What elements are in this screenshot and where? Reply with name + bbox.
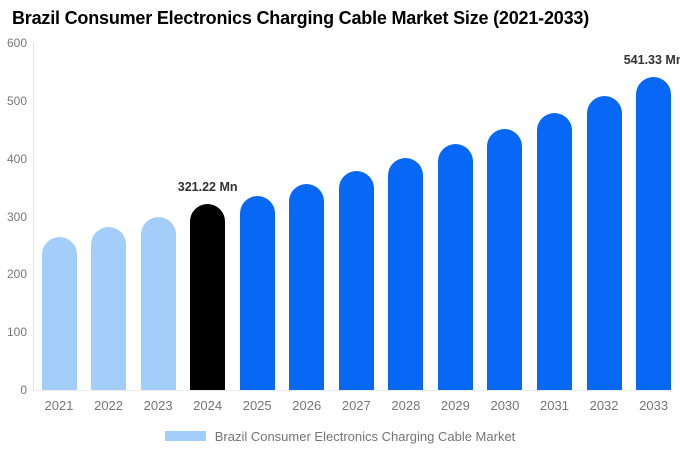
x-tick-2031: 2031 bbox=[540, 398, 569, 413]
bar-2025 bbox=[239, 195, 275, 390]
bar-2032 bbox=[586, 96, 622, 390]
bar-2022 bbox=[91, 226, 127, 390]
legend: Brazil Consumer Electronics Charging Cab… bbox=[0, 428, 680, 444]
y-tick-100: 100 bbox=[6, 325, 27, 340]
value-label-2024: 321.22 Mn bbox=[177, 180, 238, 195]
x-tick-2025: 2025 bbox=[242, 398, 272, 413]
x-tick-2023: 2023 bbox=[143, 398, 173, 413]
bar-2024 bbox=[190, 204, 226, 390]
x-tick-2029: 2029 bbox=[440, 398, 470, 413]
bar-2031 bbox=[537, 112, 572, 390]
x-axis-line bbox=[33, 390, 672, 391]
x-tick-2032: 2032 bbox=[589, 398, 619, 413]
bar-2029 bbox=[437, 143, 473, 390]
chart-title: Brazil Consumer Electronics Charging Cab… bbox=[12, 8, 590, 28]
y-axis-line bbox=[33, 42, 34, 390]
x-tick-2024: 2024 bbox=[193, 398, 223, 413]
x-tick-2022: 2022 bbox=[94, 398, 124, 413]
y-tick-200: 200 bbox=[6, 267, 27, 282]
y-tick-600: 600 bbox=[6, 36, 27, 50]
bar-2023 bbox=[140, 216, 176, 390]
y-tick-300: 300 bbox=[6, 209, 27, 224]
x-tick-2028: 2028 bbox=[391, 398, 421, 413]
legend-swatch bbox=[164, 431, 206, 441]
y-tick-400: 400 bbox=[6, 151, 27, 166]
bar-2028 bbox=[388, 157, 424, 390]
bar-2027 bbox=[338, 170, 374, 390]
x-tick-2021: 2021 bbox=[44, 398, 74, 413]
value-label-2033: 541.33 Mn bbox=[623, 52, 680, 67]
bar-2021 bbox=[41, 236, 77, 390]
y-tick-0: 0 bbox=[20, 383, 27, 397]
legend-label: Brazil Consumer Electronics Charging Cab… bbox=[214, 428, 516, 444]
x-tick-2027: 2027 bbox=[341, 398, 371, 413]
y-tick-500: 500 bbox=[6, 93, 27, 108]
x-tick-2033: 2033 bbox=[639, 398, 669, 413]
x-tick-2030: 2030 bbox=[490, 398, 520, 413]
bar-2026 bbox=[289, 183, 325, 390]
bar-2033 bbox=[636, 76, 672, 390]
bar-2030 bbox=[487, 128, 523, 390]
x-tick-2026: 2026 bbox=[292, 398, 322, 413]
